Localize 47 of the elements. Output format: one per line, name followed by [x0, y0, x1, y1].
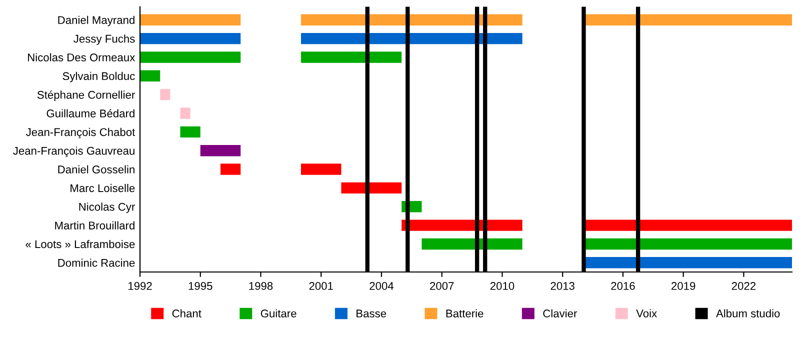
legend-label: Chant: [172, 309, 202, 318]
bar: [300, 52, 402, 63]
x-tick-label: 2019: [672, 282, 696, 290]
x-tick-label: 2022: [732, 282, 756, 290]
x-tick-label: 2004: [370, 282, 394, 290]
bar: [180, 126, 200, 138]
x-tick-label: 1998: [249, 282, 273, 290]
x-tick-label: 1995: [188, 282, 212, 290]
legend-label: Album studio: [716, 309, 780, 318]
legend-label: Guitare: [260, 309, 296, 318]
x-tick-label: 2013: [550, 282, 574, 290]
y-tick-label: Nicolas Cyr: [79, 202, 135, 213]
y-tick-label: Daniel Gosselin: [58, 165, 134, 174]
y-tick-label: Dominic Racine: [58, 258, 135, 267]
x-tick-label: 2010: [490, 282, 514, 290]
y-tick-label: Nicolas Des Ormeaux: [28, 53, 136, 62]
y-tick-label: Daniel Mayrand: [58, 16, 134, 26]
bar: [200, 145, 241, 156]
bar: [180, 108, 190, 119]
bar: [160, 88, 170, 100]
y-tick-label: « Loots » Laframboise: [26, 240, 135, 248]
bar: [341, 182, 402, 194]
x-tick-label: 1992: [128, 282, 152, 290]
legend-label: Batterie: [446, 309, 484, 318]
y-tick-label: Stéphane Cornellier: [37, 90, 135, 101]
bar: [140, 52, 241, 63]
y-tick-label: Jean-François Chabot: [26, 128, 136, 138]
bar: [300, 32, 522, 44]
bar: [140, 70, 160, 82]
y-tick-label: Guillaume Bédard: [46, 109, 134, 118]
bar: [422, 238, 522, 250]
x-tick-label: 2007: [430, 282, 454, 290]
legend-label: Basse: [356, 310, 386, 318]
y-tick-label: Jean-François Gauvreau: [13, 146, 134, 157]
x-tick-label: 2001: [309, 282, 333, 290]
legend-label: Clavier: [543, 309, 578, 318]
y-tick-label: Marc Loiselle: [70, 184, 135, 192]
y-tick-label: Jessy Fuchs: [74, 34, 135, 45]
bar: [140, 32, 241, 44]
bar: [140, 14, 241, 26]
y-tick-label: Martin Brouillard: [55, 221, 134, 230]
x-tick-label: 2016: [611, 282, 635, 290]
legend-label: Voix: [636, 309, 657, 318]
bar: [220, 164, 241, 175]
y-tick-label: Sylvain Bolduc: [62, 72, 135, 82]
bar: [300, 164, 342, 175]
bar: [300, 14, 522, 26]
